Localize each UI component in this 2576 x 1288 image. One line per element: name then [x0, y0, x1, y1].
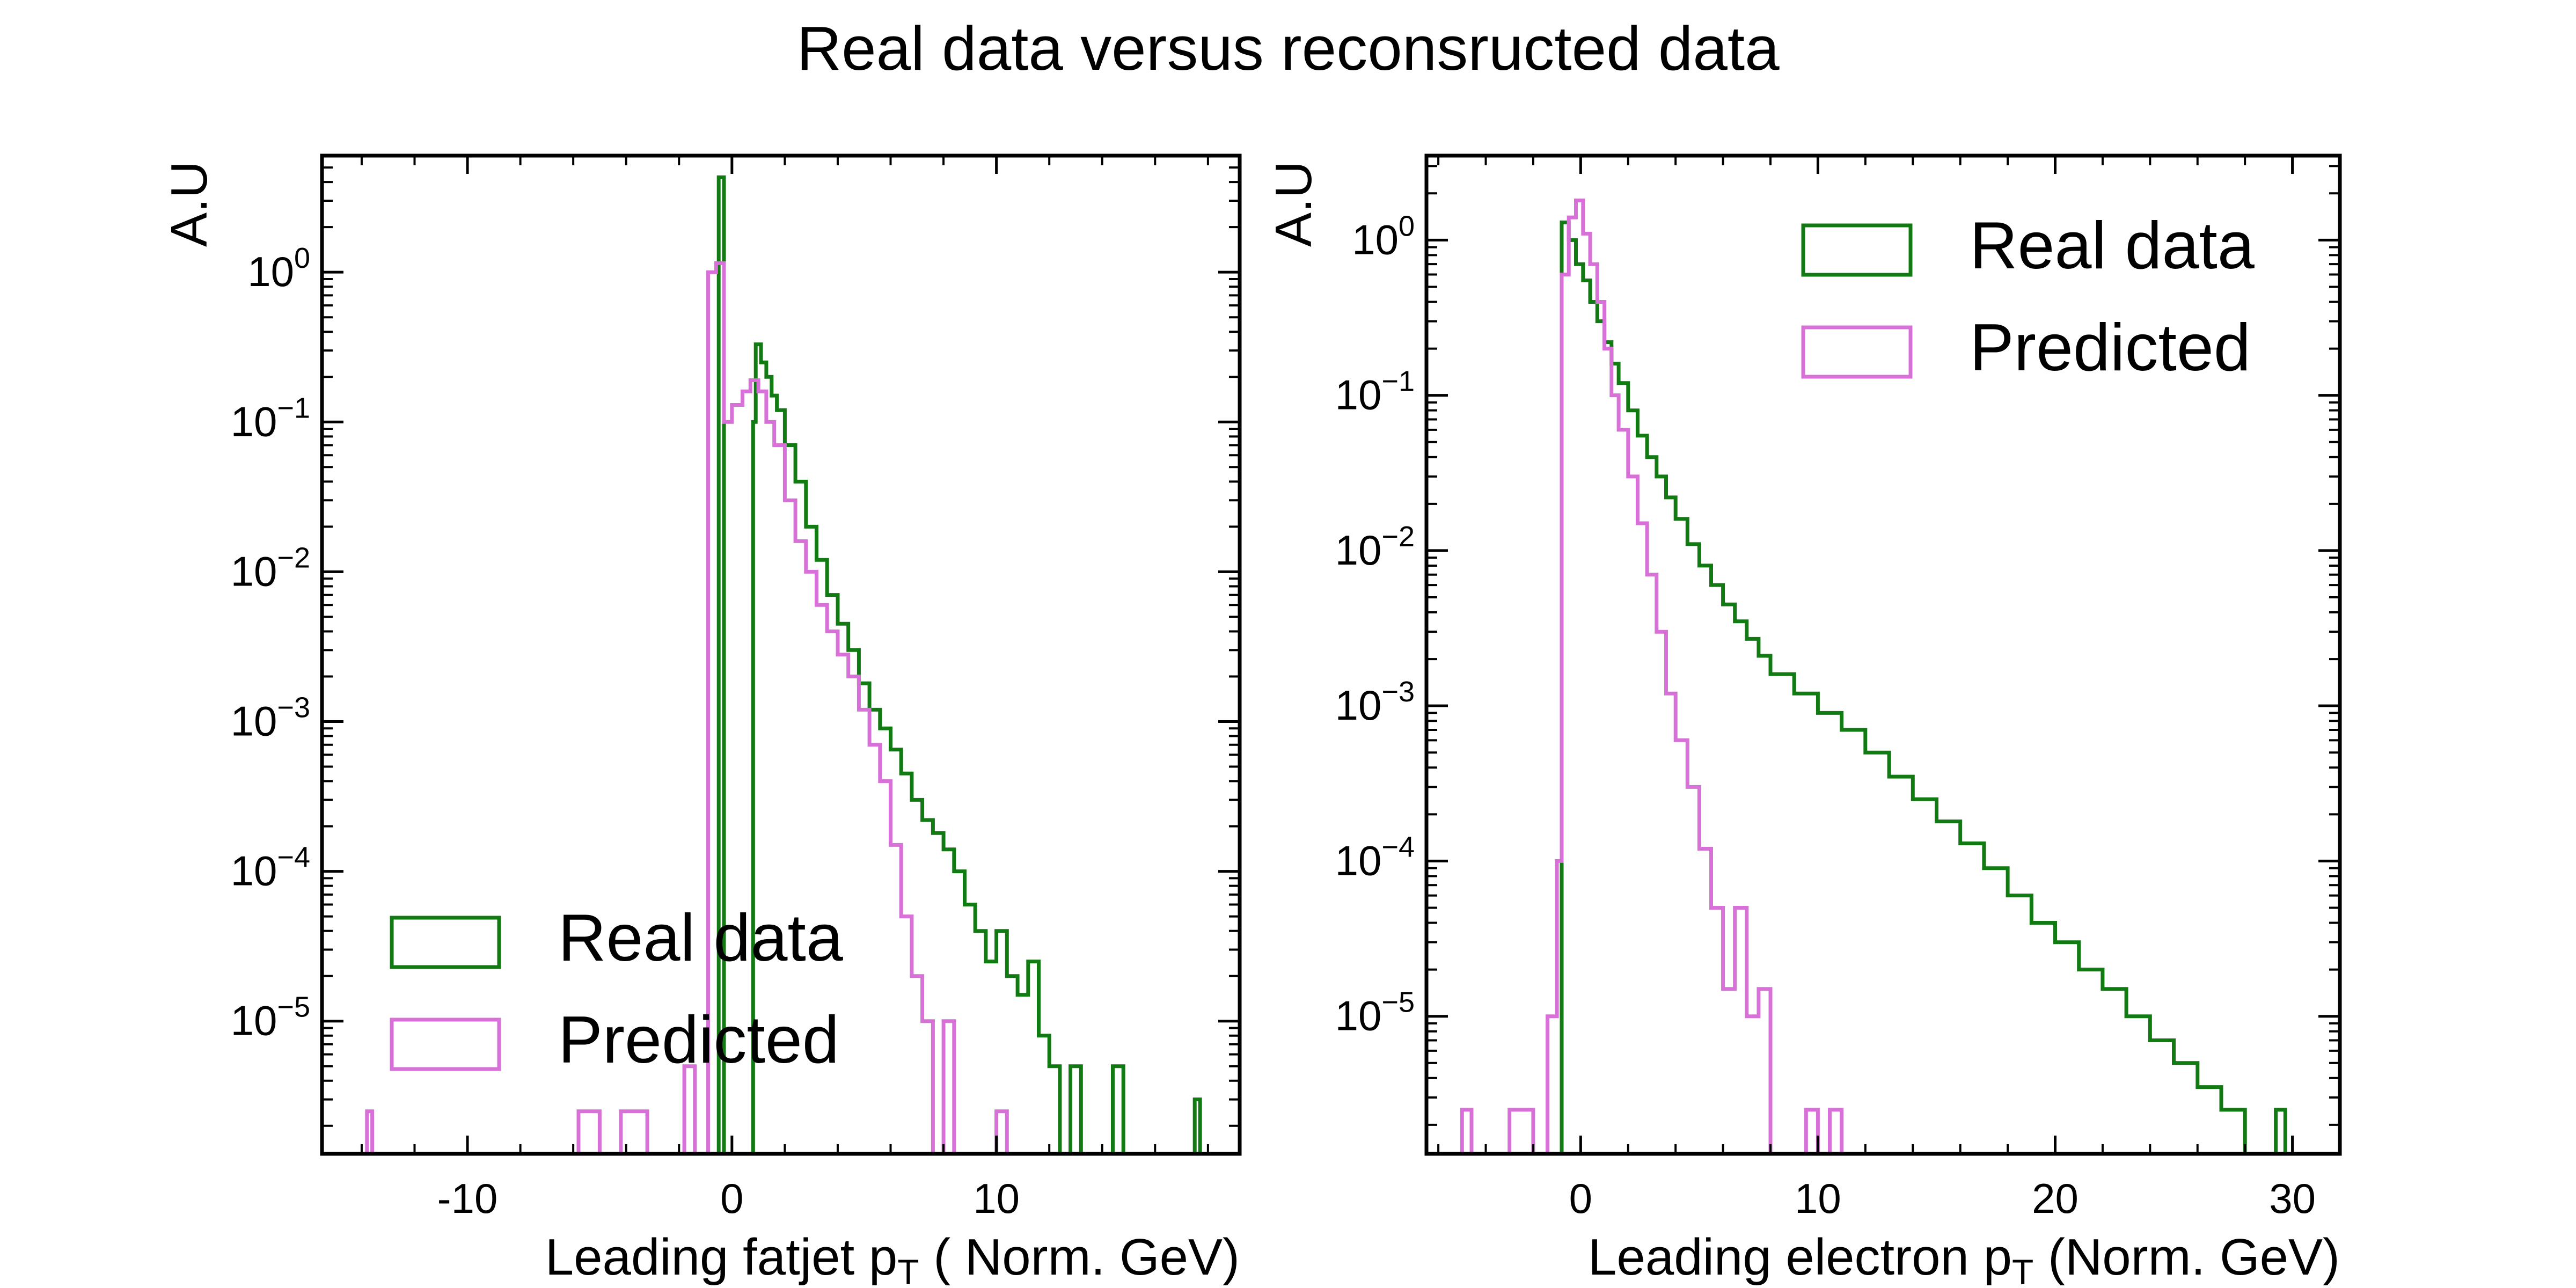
figure-title: Real data versus reconsructed data: [796, 13, 1780, 83]
legend-label-pred: Predicted: [558, 1003, 839, 1077]
legend: Real data Predicted: [390, 901, 843, 1077]
y-tick-label: 10−5: [231, 991, 310, 1044]
panel-1: -10 0 10 100 10−1 10−2 10−3 10−4 10−5 A.U Leading …: [160, 153, 1242, 1288]
series-group: [365, 175, 1202, 1154]
legend-swatch-pred: [390, 1018, 501, 1071]
legend-swatch-real: [1801, 223, 1913, 277]
y-tick-label: 10−1: [231, 392, 310, 445]
x-axis-label: Leading electron pT (Norm. GeV): [1588, 1228, 2340, 1288]
y-tick-label: 10−2: [231, 541, 310, 595]
x-axis-label: Leading fatjet pT ( Norm. GeV): [545, 1228, 1240, 1288]
axes-frame: [320, 153, 1242, 1156]
y-tick-label: 10−3: [231, 691, 310, 744]
x-tick-label: 10: [1795, 1175, 1841, 1222]
legend-swatch-pred: [1801, 325, 1913, 379]
y-axis-label: A.U: [1265, 161, 1322, 247]
x-tick-label: -10: [437, 1175, 498, 1222]
legend-label-real: Real data: [1970, 209, 2255, 283]
series-real-histogram: [716, 175, 1202, 1154]
y-tick-label: 10−4: [1335, 831, 1415, 884]
legend-label-real: Real data: [558, 901, 843, 975]
axes-frame: [1424, 153, 2342, 1156]
x-tick-label: 0: [1569, 1175, 1592, 1222]
x-tick-label: 20: [2032, 1175, 2079, 1222]
legend-label-pred: Predicted: [1970, 311, 2251, 385]
x-tick-label: 0: [720, 1175, 743, 1222]
y-tick-label: 10−3: [1335, 676, 1415, 729]
y-tick-label: 10−2: [1335, 521, 1415, 574]
y-tick-label: 10−1: [1335, 365, 1415, 419]
y-tick-label: 100: [1352, 210, 1415, 263]
legend-swatch-real: [390, 916, 501, 969]
y-tick-label: 10−5: [1335, 986, 1415, 1040]
series-pred-histogram: [365, 261, 1009, 1154]
x-tick-label: 10: [973, 1175, 1020, 1222]
series-pred-histogram: [1460, 199, 1844, 1154]
legend: Real data Predicted: [1801, 209, 2255, 385]
x-tick-label: 30: [2269, 1175, 2316, 1222]
y-tick-label: 10−4: [231, 841, 310, 895]
y-axis-label: A.U: [160, 161, 218, 247]
series-group: [1460, 199, 2287, 1154]
y-tick-label: 100: [247, 242, 310, 295]
panel-2: 0 10 20 30 100 10−1 10−2 10−3 10−4 10−5 A.U Leading…: [1265, 153, 2342, 1288]
